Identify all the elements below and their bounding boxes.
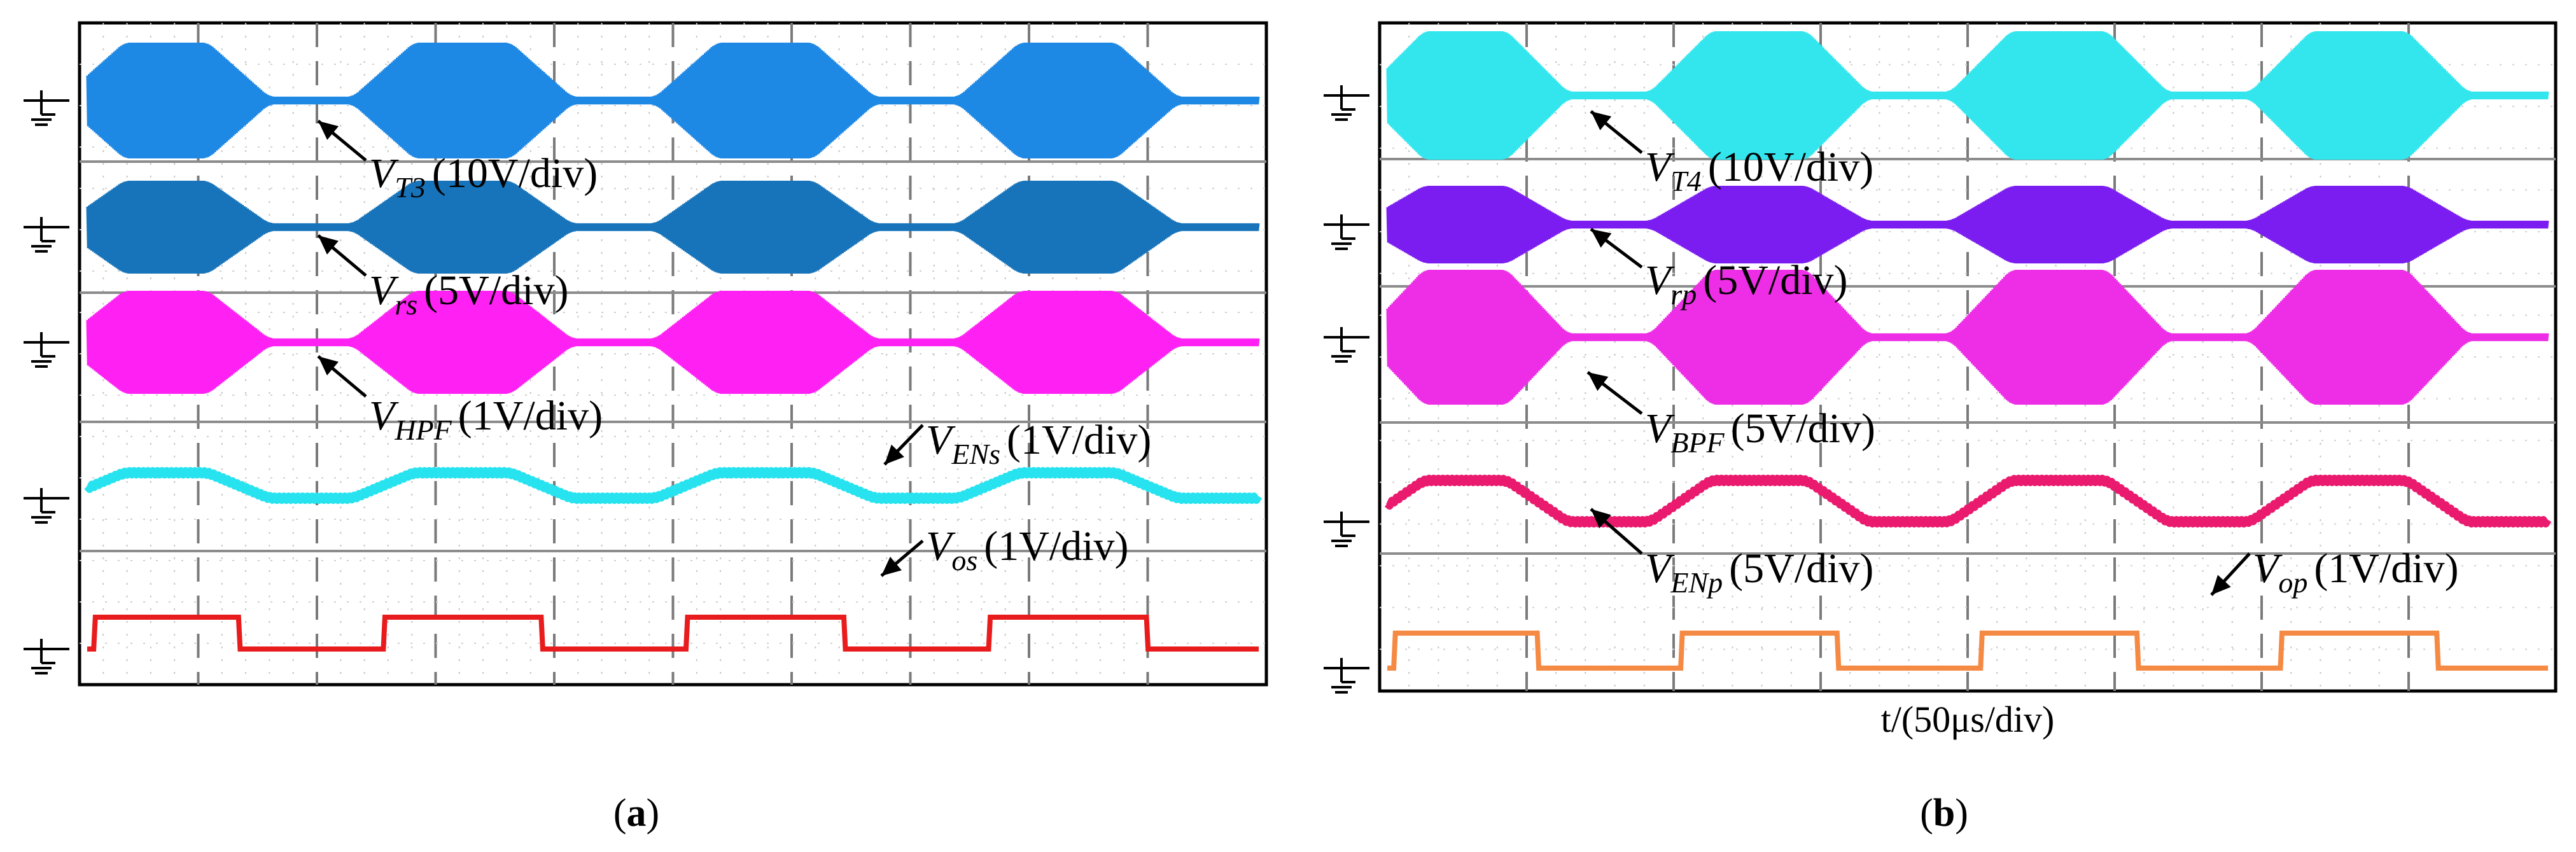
trace-V_HPF: [86, 290, 1260, 395]
series-label-sub: T3: [395, 171, 426, 204]
trace-V_ENp: [1384, 475, 2552, 527]
trace-V_T4: [1386, 31, 2549, 160]
arrow-head: [1591, 509, 1611, 529]
series-label-main: V: [926, 417, 956, 463]
series-label-sub: ENs: [951, 438, 1000, 470]
trace-V_rs: [86, 180, 1260, 274]
panel-b-labels: VT4 (10V/div)Vrp (5V/div)VBPF (5V/div)VENp(…: [1586, 110, 2459, 599]
panel-b: VT4 (10V/div)Vrp (5V/div)VBPF (5V/div)VENp(…: [1324, 21, 2558, 694]
ground-icon: [1324, 327, 1369, 363]
trace-V_BPF: [1386, 269, 2549, 405]
series-label-scale: (1V/div): [458, 393, 603, 439]
series-label-sub: BPF: [1670, 426, 1725, 459]
panel-a-caption: (a): [613, 792, 659, 835]
series-label-scale: (10V/div): [1708, 144, 1873, 190]
arrow-head: [318, 121, 339, 140]
series-label-sub: rs: [395, 288, 417, 321]
series-label-V_ENs: VENs (1V/div): [926, 417, 1151, 470]
series-label-sub: HPF: [394, 414, 452, 446]
series-label-scale: (1V/div): [1007, 417, 1151, 463]
series-label-scale: (10V/div): [432, 150, 598, 197]
series-label-scale: (5V/div): [1703, 257, 1847, 304]
series-label-V_T3: VT3 (10V/div): [369, 150, 598, 204]
ground-icon: [24, 332, 69, 368]
trace-V_op: [1387, 631, 2548, 671]
ground-icon: [1324, 658, 1369, 694]
arrow-head: [318, 356, 339, 376]
series-label-scale: (1V/div): [984, 523, 1128, 569]
arrow-head: [1591, 229, 1612, 248]
panel-a: VT3 (10V/div)Vrs (5V/div)VHPF (1V/div)VENs(…: [24, 21, 1268, 687]
trace-V_ENs: [84, 467, 1263, 504]
series-label-sub: os: [951, 544, 977, 576]
series-label-main: V: [2253, 545, 2283, 592]
series-label-sub: T4: [1670, 165, 1702, 197]
panel-a-labels: VT3 (10V/div)Vrs (5V/div)VHPF (1V/div)VENs(…: [317, 120, 1151, 577]
series-label-sub: rp: [1670, 278, 1697, 311]
series-label-scale: (5V/div): [1729, 545, 1873, 592]
series-label-sub: op: [2278, 566, 2307, 599]
panel-b-caption: (b): [1920, 792, 1968, 835]
series-label-V_BPF: VBPF (5V/div): [1645, 405, 1875, 459]
series-label-main: V: [369, 150, 399, 197]
series-label-scale: (1V/div): [2314, 545, 2458, 592]
ground-icon: [24, 217, 69, 253]
arrow-head: [881, 556, 902, 576]
series-label-scale: (5V/div): [1731, 405, 1875, 452]
series-label-main: V: [1645, 144, 1675, 190]
arrow-head: [885, 444, 904, 464]
ground-icon: [24, 488, 69, 524]
panel-b-xlabel: t/(50μs/div): [1881, 699, 2055, 740]
series-label-V_os: Vos (1V/div): [926, 523, 1129, 576]
series-label-V_op: Vop (1V/div): [2253, 545, 2459, 599]
arrow-head: [1591, 111, 1612, 130]
arrow-head: [1588, 372, 1609, 391]
series-label-V_rs: Vrs (5V/div): [369, 267, 568, 321]
series-label-main: V: [1645, 545, 1675, 592]
ground-icon: [24, 90, 69, 126]
series-label-main: V: [369, 267, 399, 314]
panel-a-ground-markers: [24, 90, 69, 674]
arrow-head: [318, 235, 339, 255]
series-label-sub: ENp: [1670, 566, 1723, 599]
ground-icon: [1324, 85, 1369, 121]
series-label-main: V: [369, 393, 399, 439]
series-label-main: V: [1645, 405, 1675, 452]
trace-V_os: [87, 615, 1259, 652]
trace-V_rp: [1386, 185, 2549, 264]
panel-b-traces: [1384, 31, 2552, 671]
series-label-main: V: [1645, 257, 1675, 304]
arrow-head: [2211, 575, 2231, 595]
series-label-V_ENp: VENp (5V/div): [1645, 545, 1873, 599]
ground-icon: [1324, 512, 1369, 547]
ground-icon: [1324, 214, 1369, 250]
series-label-V_T4: VT4 (10V/div): [1645, 144, 1873, 197]
series-label-main: V: [926, 523, 956, 569]
panel-b-ground-markers: [1324, 85, 1369, 694]
panel-a-traces: [84, 42, 1263, 652]
series-label-V_rp: Vrp (5V/div): [1645, 257, 1848, 311]
series-label-scale: (5V/div): [424, 267, 568, 314]
series-label-V_HPF: VHPF (1V/div): [369, 393, 603, 446]
trace-V_T3: [86, 42, 1260, 159]
ground-icon: [24, 639, 69, 674]
